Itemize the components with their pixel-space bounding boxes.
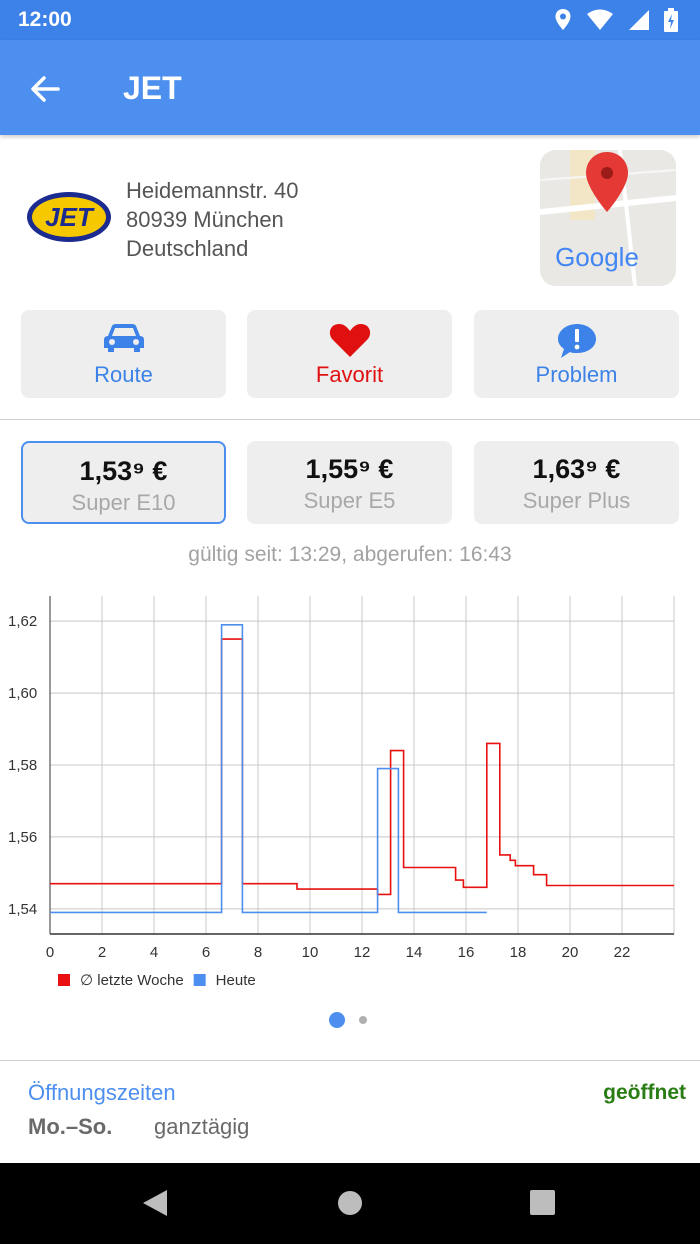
y-tick-label: 1,60 — [8, 685, 37, 702]
arrow-back-icon — [31, 76, 60, 102]
map-pin-icon — [586, 152, 628, 212]
y-tick-label: 1,54 — [8, 901, 37, 918]
back-nav-icon — [143, 1190, 167, 1216]
legend-label-1: Heute — [216, 972, 256, 989]
address-street: Heidemannstr. 40 — [126, 178, 299, 203]
validity-text: gültig seit: 13:29, abgerufen: 16:43 — [188, 543, 512, 566]
legend-swatch-1 — [193, 974, 206, 986]
x-tick-label: 22 — [614, 944, 631, 961]
problem-button[interactable]: Problem — [474, 310, 679, 398]
recents-nav-icon — [530, 1190, 555, 1215]
open-status-badge: geöffnet — [603, 1081, 686, 1104]
price-tile-super-plus[interactable]: 1,63⁹ € Super Plus — [474, 441, 679, 524]
y-tick-label: 1,62 — [8, 613, 37, 630]
opening-hours-title[interactable]: Öffnungszeiten — [28, 1080, 176, 1105]
chat-alert-icon — [557, 324, 596, 358]
x-tick-label: 18 — [510, 944, 527, 961]
map-thumbnail[interactable]: Google — [540, 150, 676, 286]
route-button[interactable]: Route — [21, 310, 226, 398]
logo-text: JET — [45, 202, 95, 232]
pager-dots — [329, 1012, 367, 1028]
y-tick-label: 1,56 — [8, 829, 37, 846]
problem-label: Problem — [535, 362, 618, 387]
price-tile-super-e10[interactable]: 1,53⁹ € Super E10 — [21, 441, 226, 524]
favorite-button[interactable]: Favorit — [247, 310, 452, 398]
opening-hours-text: ganztägig — [154, 1114, 250, 1139]
x-tick-label: 20 — [562, 944, 579, 961]
address-city: 80939 München — [126, 207, 284, 232]
nav-recents-button[interactable] — [503, 1163, 583, 1244]
x-tick-label: 8 — [254, 944, 262, 961]
battery-icon — [664, 8, 678, 32]
x-tick-label: 0 — [46, 944, 54, 961]
status-bar: 12:00 — [0, 0, 700, 40]
legend-swatch-0 — [58, 974, 70, 986]
favorite-label: Favorit — [315, 362, 384, 387]
address-country: Deutschland — [126, 236, 249, 261]
opening-days: Mo.–So. — [28, 1114, 113, 1139]
x-tick-label: 16 — [458, 944, 475, 961]
fuel-name: Super Plus — [522, 488, 631, 513]
series-line-0 — [50, 638, 674, 896]
status-time: 12:00 — [18, 8, 72, 31]
app-bar: JET — [0, 40, 700, 135]
legend-label-0: ∅ letzte Woche — [80, 972, 184, 989]
nav-home-button[interactable] — [310, 1163, 390, 1244]
wifi-icon — [587, 9, 613, 30]
price-value: 1,55⁹ € — [305, 454, 394, 484]
x-tick-label: 4 — [150, 944, 158, 961]
divider — [0, 1060, 700, 1061]
x-tick-label: 12 — [354, 944, 371, 961]
series-line-1 — [50, 624, 487, 914]
heart-icon — [329, 324, 370, 357]
price-history-chart[interactable]: 0 2 4 6 8 10 12 14 16 18 20 22 1,54 1,56 1,58 1,60 1,62 ∅… — [0, 580, 700, 1000]
pager-dot-active[interactable] — [329, 1012, 345, 1028]
google-label: Google — [555, 242, 639, 272]
price-value: 1,63⁹ € — [532, 454, 621, 484]
system-nav-bar — [0, 1163, 700, 1244]
route-label: Route — [94, 362, 153, 387]
location-icon — [555, 9, 571, 30]
price-tile-super-e5[interactable]: 1,55⁹ € Super E5 — [247, 441, 452, 524]
page-title: JET — [123, 70, 182, 106]
nav-back-button[interactable] — [115, 1163, 195, 1244]
x-tick-label: 6 — [202, 944, 210, 961]
fuel-name: Super E5 — [303, 488, 396, 513]
price-value: 1,53⁹ € — [79, 456, 168, 486]
jet-logo: JET — [26, 190, 112, 244]
x-tick-label: 10 — [302, 944, 319, 961]
y-tick-label: 1,58 — [8, 757, 37, 774]
fuel-name: Super E10 — [71, 490, 176, 515]
station-address: Heidemannstr. 40 80939 München Deutschla… — [126, 176, 298, 263]
pager-dot[interactable] — [359, 1016, 367, 1024]
signal-icon — [629, 10, 649, 30]
divider — [0, 419, 700, 420]
x-tick-label: 14 — [406, 944, 423, 961]
car-icon — [103, 324, 144, 352]
x-tick-label: 2 — [98, 944, 106, 961]
back-button[interactable] — [28, 72, 68, 106]
home-nav-icon — [338, 1191, 362, 1215]
